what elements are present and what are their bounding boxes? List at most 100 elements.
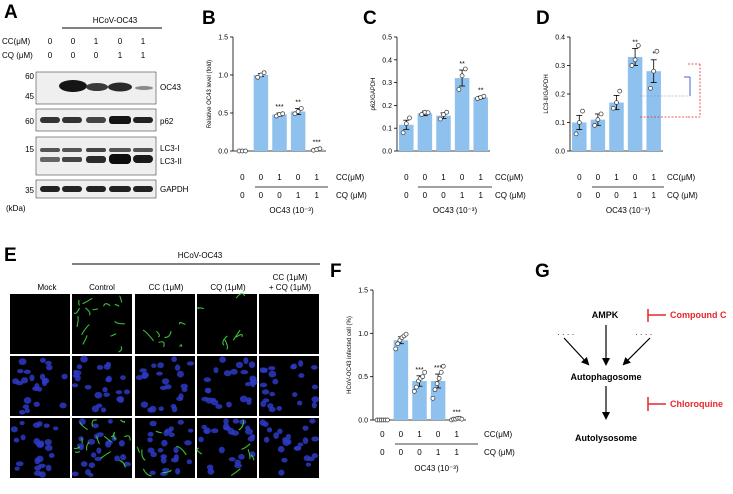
data-point bbox=[411, 389, 417, 394]
virus-signal bbox=[119, 459, 126, 468]
virus-signal bbox=[230, 468, 241, 476]
bar bbox=[572, 122, 587, 151]
nucleus bbox=[33, 401, 40, 407]
y-tick-label: 0.4 bbox=[555, 35, 565, 42]
virus-signal bbox=[73, 446, 81, 450]
nucleus bbox=[213, 367, 219, 374]
e-col-cq: CQ (1μM) bbox=[210, 283, 246, 292]
data-point bbox=[462, 66, 468, 72]
row-label-cq: CQ (μM) bbox=[484, 448, 515, 457]
x-axis-label: OC43 (10⁻³) bbox=[414, 464, 459, 473]
nucleus bbox=[23, 396, 32, 404]
micrograph bbox=[196, 418, 257, 478]
panel-d-label: D bbox=[536, 8, 550, 29]
panel-g-label: G bbox=[535, 261, 550, 282]
a-group-label: HCoV-OC43 bbox=[93, 16, 138, 25]
nucleus bbox=[294, 445, 302, 451]
x-axis-label: OC43 (10⁻³) bbox=[606, 206, 651, 215]
nucleus bbox=[246, 397, 252, 403]
bar bbox=[417, 113, 433, 151]
nucleus bbox=[96, 364, 104, 370]
data-point bbox=[243, 148, 248, 154]
a-cc-value: 0 bbox=[71, 37, 76, 46]
nucleus bbox=[151, 363, 157, 368]
virus-signal bbox=[232, 329, 241, 341]
micrograph-bg bbox=[135, 294, 195, 354]
nucleus bbox=[161, 467, 170, 472]
data-point bbox=[580, 108, 585, 114]
nucleus bbox=[249, 451, 256, 458]
band bbox=[59, 80, 87, 92]
a-cc-value: 0 bbox=[48, 37, 53, 46]
panel-c-label: C bbox=[363, 8, 377, 29]
nucleus bbox=[115, 390, 123, 395]
microscopy-grid bbox=[10, 293, 320, 478]
nucleus bbox=[96, 447, 102, 454]
nucleus bbox=[211, 399, 219, 406]
g-autophagosome: Autophagosome bbox=[571, 372, 642, 382]
bar bbox=[646, 71, 661, 151]
significance-label: *** bbox=[313, 140, 321, 147]
micrograph bbox=[259, 294, 319, 354]
virus-signal bbox=[247, 449, 251, 460]
nucleus bbox=[238, 454, 245, 460]
cc-value: 0 bbox=[259, 173, 264, 182]
cq-value: 1 bbox=[651, 191, 656, 200]
y-tick-label: 0.0 bbox=[382, 149, 392, 156]
data-point bbox=[432, 387, 438, 393]
virus-signal bbox=[78, 299, 80, 306]
y-tick-label: 1.5 bbox=[358, 288, 368, 295]
cc-value: 1 bbox=[441, 173, 446, 182]
nucleus bbox=[248, 361, 256, 369]
micrograph bbox=[72, 294, 132, 354]
micrograph-bg bbox=[10, 294, 70, 354]
nucleus bbox=[88, 462, 96, 468]
nucleus bbox=[150, 451, 157, 458]
virus-signal bbox=[162, 469, 172, 474]
nucleus bbox=[170, 457, 179, 463]
row-label-cc: CC(μM) bbox=[667, 173, 695, 182]
row-label-cq: CQ (μM) bbox=[667, 191, 698, 200]
significance-label: ** bbox=[478, 87, 484, 94]
nucleus bbox=[261, 389, 270, 395]
cq-value: 1 bbox=[633, 191, 638, 200]
nucleus bbox=[198, 436, 204, 443]
virus-signal bbox=[100, 451, 112, 459]
data-point bbox=[255, 74, 261, 80]
nucleus bbox=[14, 466, 20, 471]
cc-value: 0 bbox=[460, 173, 465, 182]
nucleus bbox=[243, 357, 249, 365]
band bbox=[133, 155, 153, 163]
data-point bbox=[629, 63, 635, 68]
virus-signal bbox=[164, 330, 172, 338]
g-compound-c: Compound C bbox=[670, 310, 727, 320]
data-point bbox=[459, 73, 465, 79]
a-row-label-cc: CC(μM) bbox=[2, 37, 30, 46]
nucleus bbox=[102, 387, 108, 393]
data-point bbox=[573, 131, 579, 137]
significance-label: ** bbox=[459, 61, 465, 68]
nucleus bbox=[219, 356, 226, 363]
data-point bbox=[481, 93, 487, 99]
data-point bbox=[419, 112, 425, 117]
band bbox=[109, 148, 131, 152]
data-point bbox=[280, 111, 286, 117]
nucleus bbox=[90, 452, 97, 458]
nucleus bbox=[186, 459, 192, 465]
nucleus bbox=[268, 370, 277, 378]
nucleus bbox=[311, 396, 320, 403]
band bbox=[62, 157, 82, 162]
band bbox=[40, 148, 60, 152]
cc-value: 1 bbox=[651, 173, 656, 182]
data-point bbox=[400, 130, 406, 136]
a-cq-value: 0 bbox=[94, 51, 99, 60]
nucleus bbox=[157, 362, 164, 369]
a-cq-value: 0 bbox=[71, 51, 76, 60]
cq-value: 0 bbox=[380, 448, 385, 457]
virus-signal bbox=[155, 430, 163, 434]
nucleus bbox=[94, 456, 102, 461]
e-group-label: HCoV-OC43 bbox=[178, 251, 223, 260]
nucleus bbox=[114, 455, 120, 462]
nucleus bbox=[76, 443, 85, 448]
band bbox=[40, 186, 60, 192]
